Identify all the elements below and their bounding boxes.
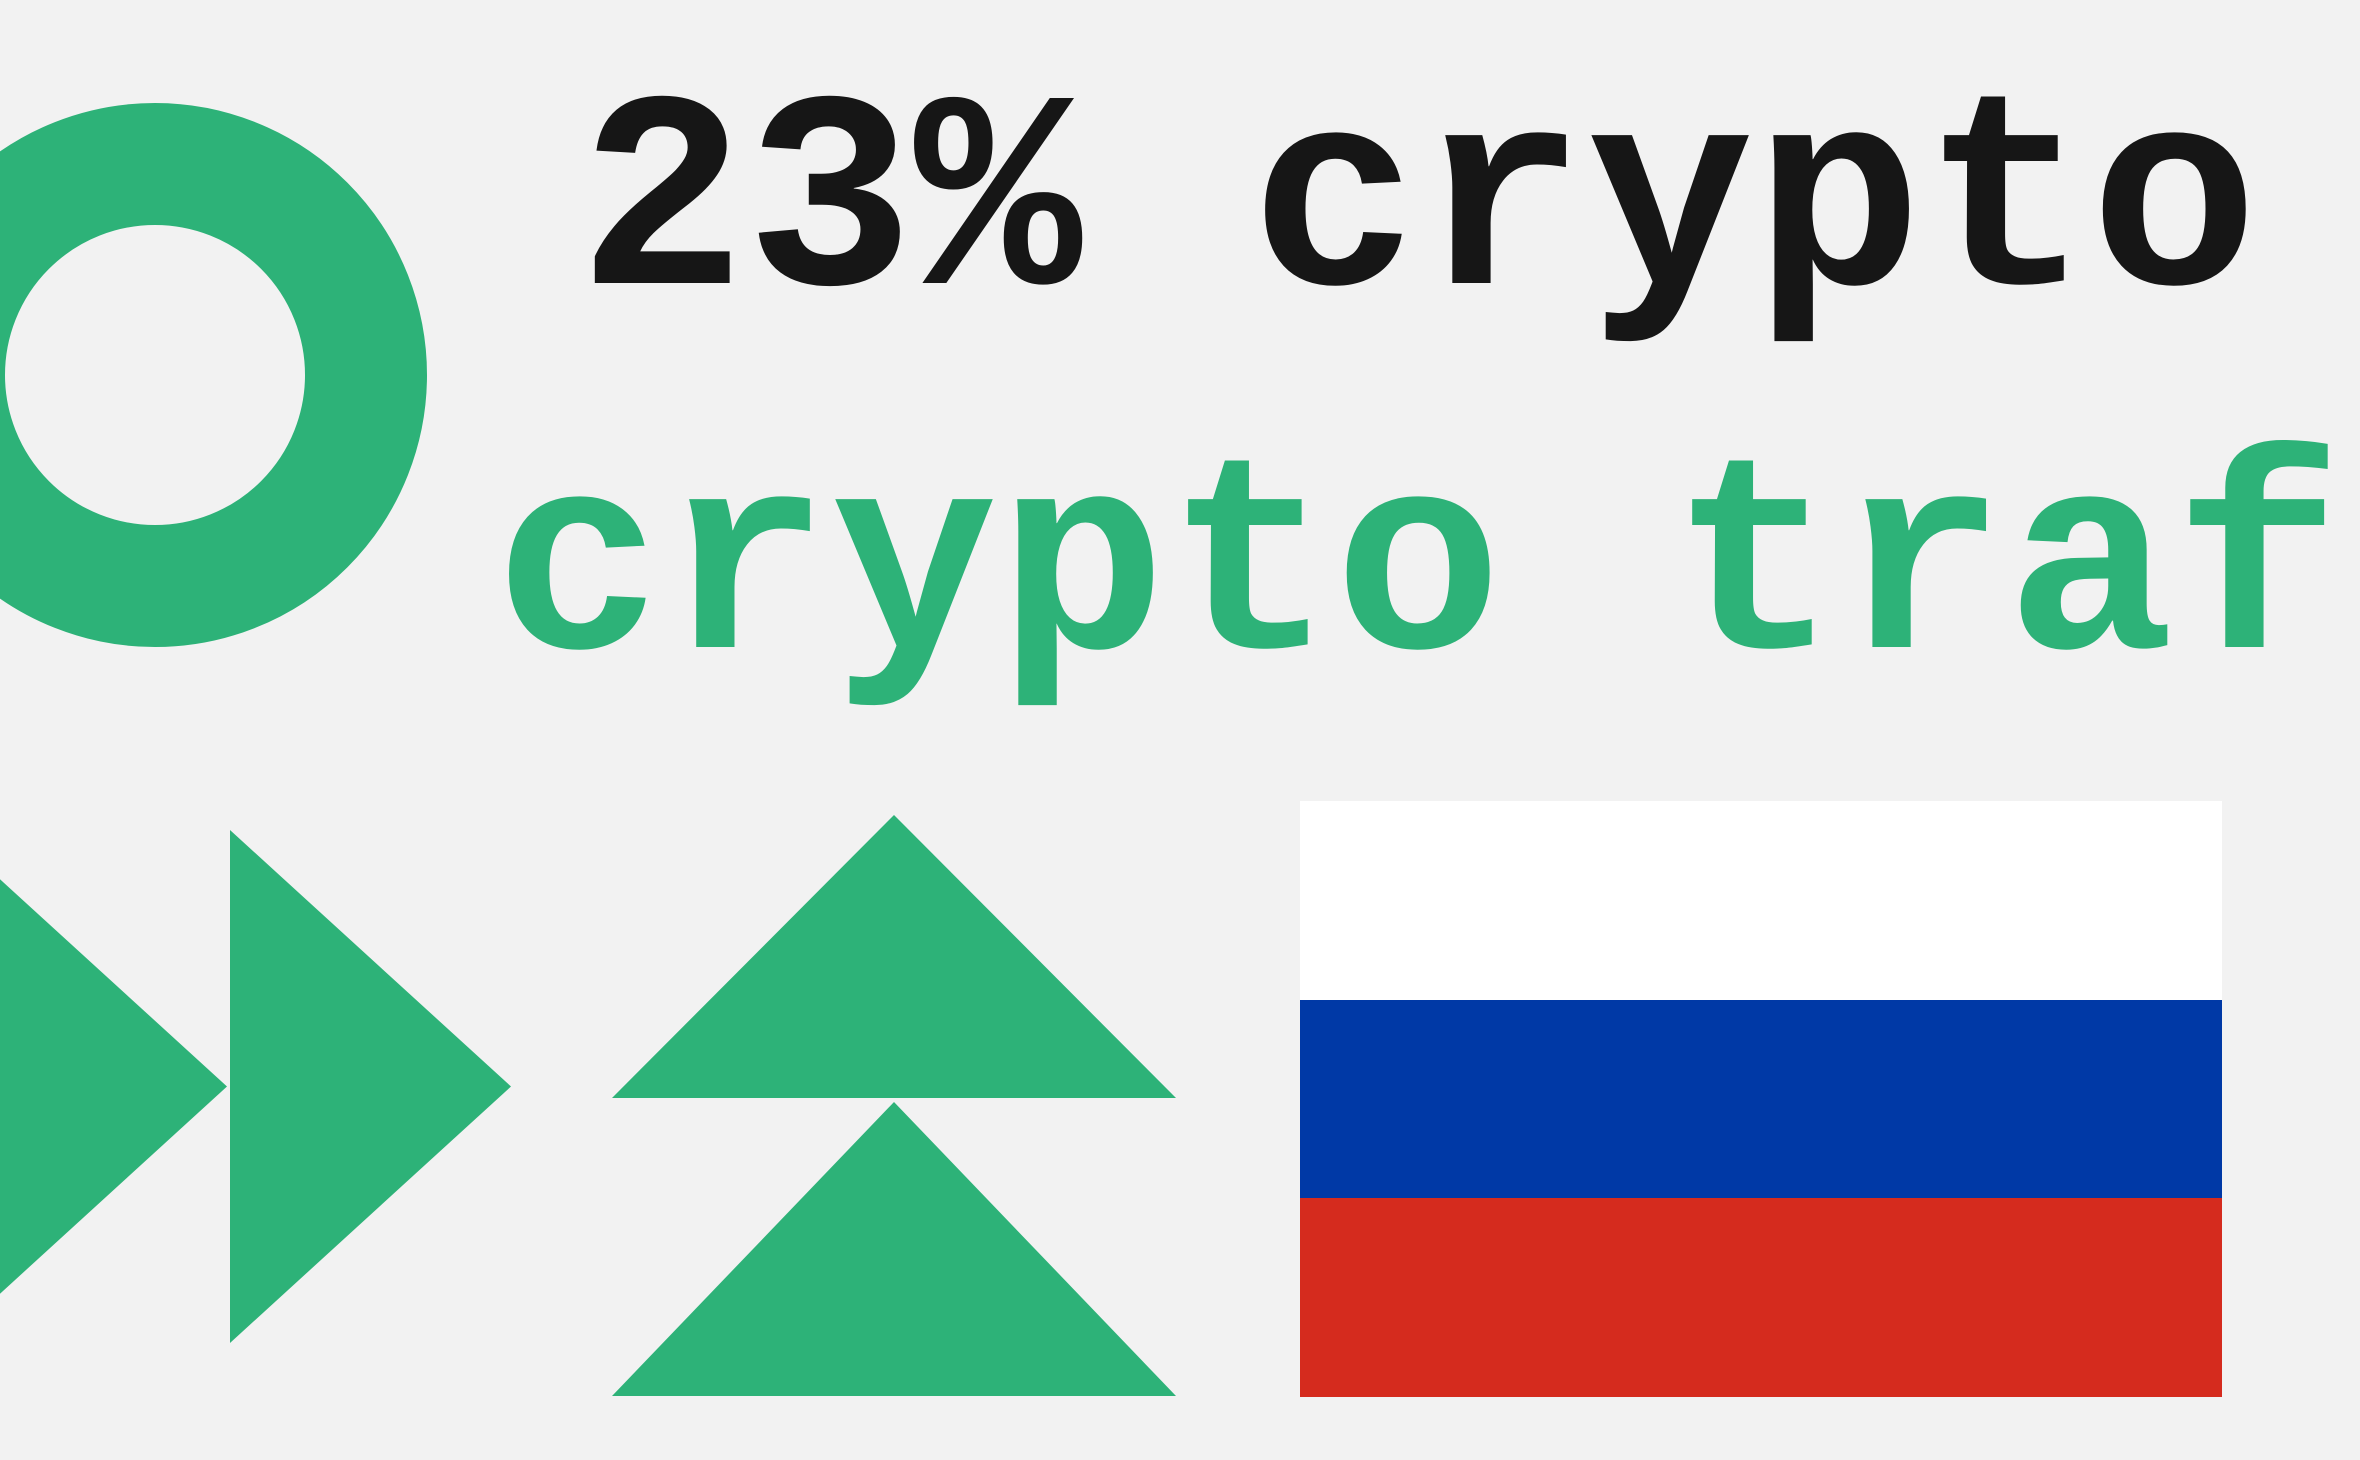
headline-black-text: 23% crypto bbox=[578, 51, 2259, 368]
flag-stripe-blue bbox=[1300, 999, 2222, 1199]
fast-forward-triangle-left bbox=[0, 830, 227, 1343]
donut-ring-shape bbox=[0, 103, 427, 647]
russia-flag bbox=[1300, 801, 2222, 1398]
up-triangle-bottom bbox=[612, 1102, 1176, 1396]
headline-green-text: crypto traf bbox=[494, 415, 2343, 732]
flag-stripe-white bbox=[1300, 801, 2222, 1000]
flag-stripe-red bbox=[1300, 1198, 2222, 1398]
fast-forward-triangle-right bbox=[230, 830, 511, 1343]
up-triangle-top bbox=[612, 815, 1176, 1098]
